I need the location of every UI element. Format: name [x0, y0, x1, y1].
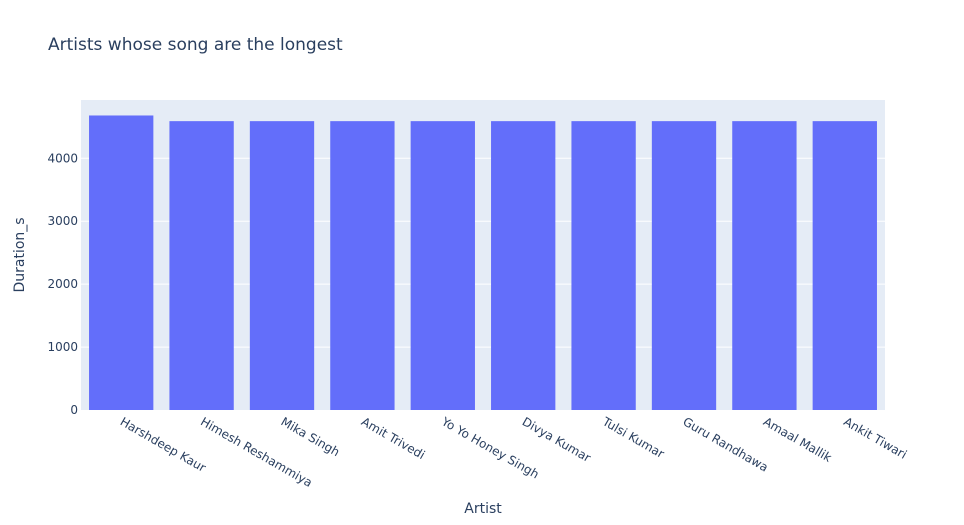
bar-guru-randhawa[interactable] — [651, 121, 717, 410]
x-tick-label: Amit Trivedi — [359, 414, 428, 462]
y-axis-ticks: 0 1000 2000 3000 4000 — [47, 151, 78, 417]
x-tick-label: Tulsi Kumar — [599, 414, 666, 461]
bars — [89, 115, 877, 411]
x-tick-label: Divya Kumar — [520, 414, 594, 465]
bar-yo-yo-honey-singh[interactable] — [410, 121, 475, 410]
bar-himesh-reshammiya[interactable] — [169, 121, 234, 410]
y-tick-label: 2000 — [47, 277, 78, 291]
y-tick-label: 1000 — [47, 340, 78, 354]
x-axis-title: Artist — [464, 501, 502, 517]
bar-ankit-tiwari[interactable] — [812, 121, 877, 410]
chart-title: Artists whose song are the longest — [48, 35, 343, 55]
bar-amit-trivedi[interactable] — [330, 121, 395, 410]
x-tick-label: Harshdeep Kaur — [118, 414, 209, 474]
y-tick-label: 0 — [70, 403, 78, 417]
x-tick-label: Amaal Mallik — [761, 414, 834, 464]
y-tick-label: 3000 — [47, 214, 78, 228]
bar-mika-singh[interactable] — [249, 121, 315, 410]
y-axis-title: Duration_s — [12, 217, 28, 292]
y-tick-label: 4000 — [47, 151, 78, 165]
x-tick-label: Guru Randhawa — [681, 414, 771, 474]
bar-harshdeep-kaur[interactable] — [89, 115, 154, 411]
bar-divya-kumar[interactable] — [491, 121, 556, 410]
bar-amaal-mallik[interactable] — [732, 121, 797, 410]
x-tick-label: Mika Singh — [279, 414, 343, 459]
x-tick-label: Ankit Tiwari — [841, 414, 909, 461]
bar-tulsi-kumar[interactable] — [571, 121, 636, 410]
